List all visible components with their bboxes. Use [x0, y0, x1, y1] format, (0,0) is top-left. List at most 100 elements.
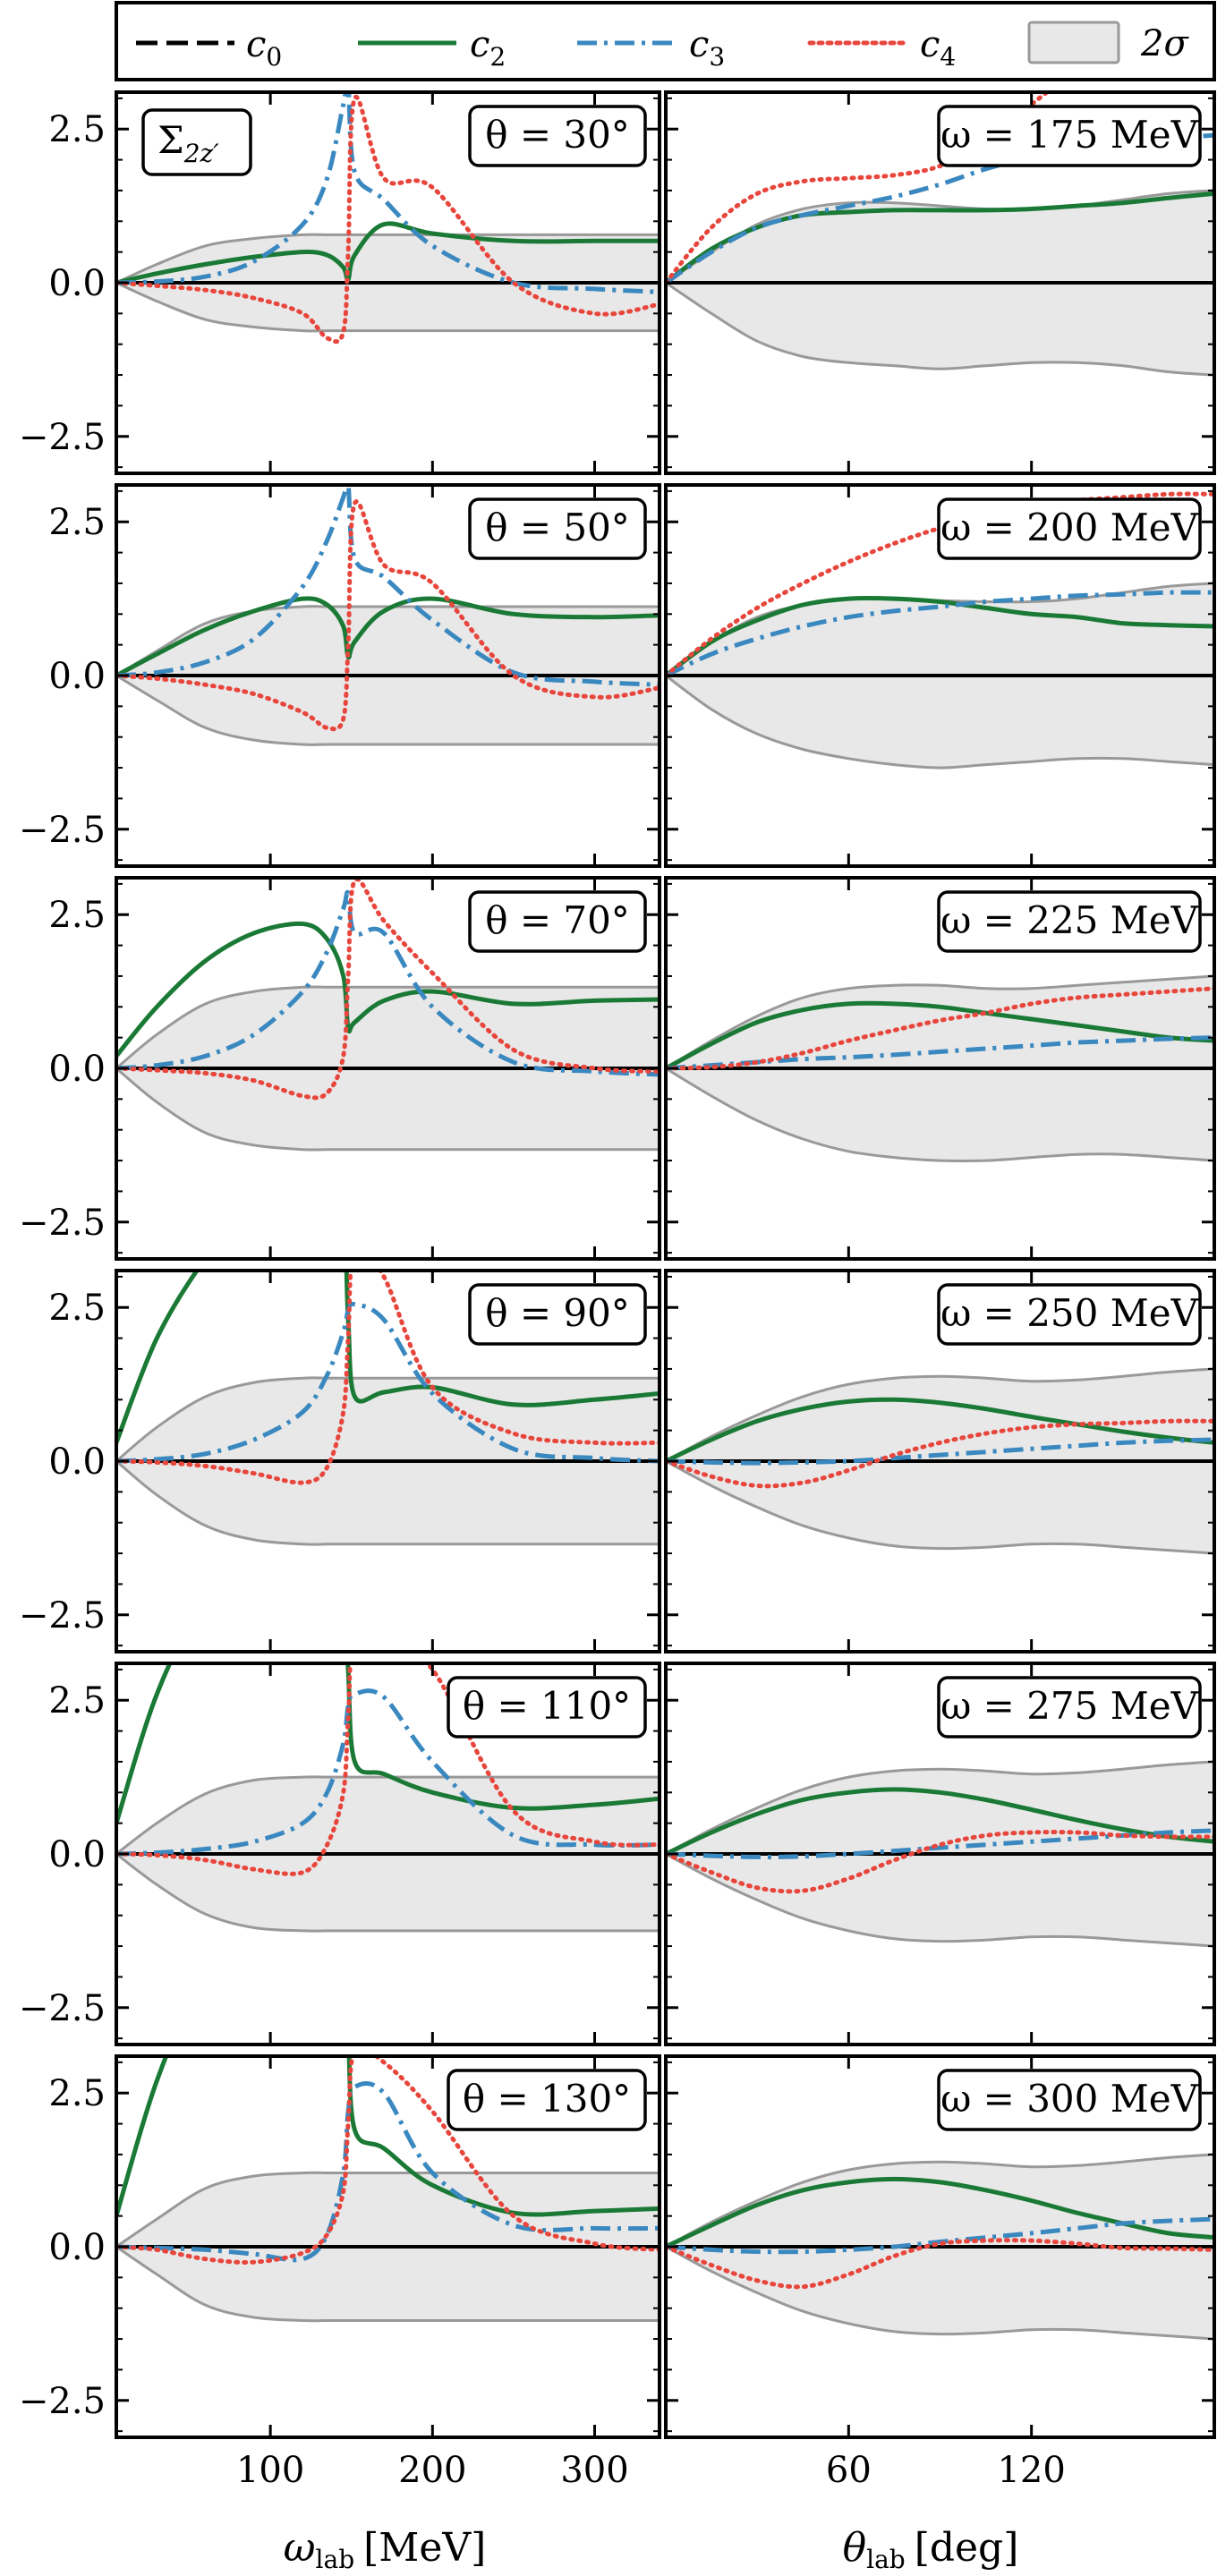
- series-c2: [666, 1397, 1214, 1464]
- panel-label-box: [447, 1676, 647, 1739]
- panel-label-box: [468, 105, 647, 167]
- panel-label-box: [447, 2069, 647, 2131]
- series-c4: [666, 986, 1214, 1071]
- series-c3: [666, 1437, 1214, 1466]
- series-c2: [116, 1663, 660, 1824]
- plot-area: [666, 491, 1214, 769]
- band-lower-edge: [666, 1067, 1214, 1162]
- series-c4: [666, 1418, 1214, 1489]
- series-c3: [116, 889, 660, 1077]
- panel-label-box: [937, 1676, 1202, 1739]
- band-upper-edge: [666, 2153, 1214, 2249]
- band-lower-edge: [666, 674, 1214, 769]
- panel-label-box: [468, 1283, 647, 1346]
- observable-label-box: [141, 108, 252, 176]
- panel-r2-left: 2.5 0.0 −2.5 θ = 50°: [19, 483, 661, 868]
- x-tick-label: 300: [560, 2450, 628, 2491]
- panel-label: θ = 110°: [463, 1684, 631, 1728]
- y-tick-label: −2.5: [19, 417, 106, 458]
- y-tick-label: 2.5: [48, 1288, 106, 1329]
- y-tick-label: 0.0: [48, 1049, 106, 1090]
- panel-label: θ = 30°: [485, 113, 630, 157]
- panel-label-box: [937, 2069, 1202, 2131]
- series-c3: [116, 485, 660, 687]
- panel-r2-right: ω = 200 MeV: [664, 483, 1216, 868]
- band-upper-edge: [666, 189, 1214, 285]
- y-tick-label: −2.5: [19, 1988, 106, 2029]
- panel-label-box: [468, 890, 647, 953]
- legend: c0 c2 c3 c4 2σ: [115, 1, 1216, 81]
- y-tick-label: −2.5: [19, 2381, 106, 2422]
- panel-label: θ = 130°: [463, 2077, 631, 2121]
- legend-entry-band: 2σ: [1027, 21, 1189, 64]
- panel-label-box: [468, 497, 647, 560]
- band-lower-edge: [116, 674, 660, 746]
- panel-r4-left: 2.5 0.0 −2.5 θ = 90°: [19, 1269, 661, 1654]
- panel-label: ω = 200 MeV: [940, 506, 1199, 549]
- series-c2: [116, 1271, 660, 1444]
- plot-area: [116, 92, 660, 344]
- panel-r5-right: ω = 275 MeV: [664, 1662, 1216, 2046]
- observable-label: Σ2z′: [157, 118, 219, 168]
- plot-area: [116, 1271, 660, 1546]
- plot-area: [116, 2056, 660, 2323]
- legend-entry-c2: c2: [358, 24, 506, 72]
- legend-label-c3: c3: [689, 24, 725, 72]
- band-lower-edge: [666, 1459, 1214, 1555]
- y-tick-label: 2.5: [48, 895, 106, 936]
- y-tick-label: 0.0: [48, 656, 106, 697]
- plot-area: [116, 878, 660, 1152]
- panel-r4-right: ω = 250 MeV: [664, 1269, 1216, 1654]
- y-tick-label: 0.0: [48, 1441, 106, 1483]
- y-tick-label: 2.5: [48, 109, 106, 150]
- band-upper-edge: [116, 1775, 660, 1856]
- legend-label-band: 2σ: [1140, 23, 1189, 64]
- legend-entry-c0: c0: [136, 24, 282, 72]
- series-c3: [666, 1828, 1214, 1859]
- series-c4: [666, 2238, 1214, 2290]
- series-c2: [666, 1000, 1214, 1071]
- panel-r6-left: 2.5 0.0 −2.5 100 200 300 θ = 130°: [19, 2054, 661, 2491]
- band-upper-edge: [666, 974, 1214, 1070]
- band-lower-edge: [666, 2245, 1214, 2341]
- band-lower-edge: [666, 281, 1214, 377]
- panel-label: ω = 300 MeV: [940, 2077, 1199, 2121]
- x-tick-label: 200: [398, 2450, 466, 2491]
- plot-area: [666, 1760, 1214, 1948]
- y-tick-label: 2.5: [48, 2073, 106, 2114]
- panel-r6-right: 60 120 ω = 300 MeV: [664, 2054, 1216, 2491]
- panel-label: ω = 250 MeV: [940, 1291, 1199, 1335]
- panel-label: θ = 50°: [485, 506, 630, 549]
- panel-r1-right: ω = 175 MeV: [664, 90, 1216, 475]
- plot-area: [666, 1367, 1214, 1555]
- plot-area: [116, 485, 660, 746]
- series-c4: [666, 92, 1051, 285]
- x-tick-label: 60: [826, 2450, 872, 2491]
- series-c4: [116, 1271, 660, 1485]
- band-lower-edge: [116, 1852, 660, 1933]
- series-c2: [116, 2056, 660, 2217]
- band-lower-edge: [116, 281, 660, 333]
- y-tick-label: 0.0: [48, 2227, 106, 2268]
- y-tick-label: 2.5: [48, 502, 106, 543]
- series-c3: [116, 2080, 660, 2263]
- panel-label-box: [937, 497, 1202, 560]
- series-c3: [666, 590, 1214, 678]
- series-c4: [666, 1830, 1214, 1894]
- x-axis-label-left: ωlab [MeV]: [284, 2525, 487, 2574]
- series-c4: [116, 1663, 660, 1876]
- panel-label-box: [937, 1283, 1202, 1346]
- plot-area: [666, 92, 1214, 377]
- series-c4: [116, 878, 660, 1101]
- legend-label-c4: c4: [920, 24, 956, 72]
- panel-label: ω = 175 MeV: [940, 113, 1199, 157]
- legend-entry-c4: c4: [807, 24, 956, 72]
- legend-entry-c3: c3: [577, 24, 725, 72]
- y-tick-label: 0.0: [48, 1834, 106, 1875]
- legend-label-c0: c0: [246, 24, 282, 72]
- panel-grid: 2.5 0.0 −2.5 θ = 30° Σ2z′ ω = 175 MeV 2.5 0.0 −2…: [19, 90, 1216, 2491]
- y-tick-label: 2.5: [48, 1680, 106, 1722]
- legend-label-c2: c2: [470, 24, 506, 72]
- legend-swatch-band: [1027, 21, 1120, 64]
